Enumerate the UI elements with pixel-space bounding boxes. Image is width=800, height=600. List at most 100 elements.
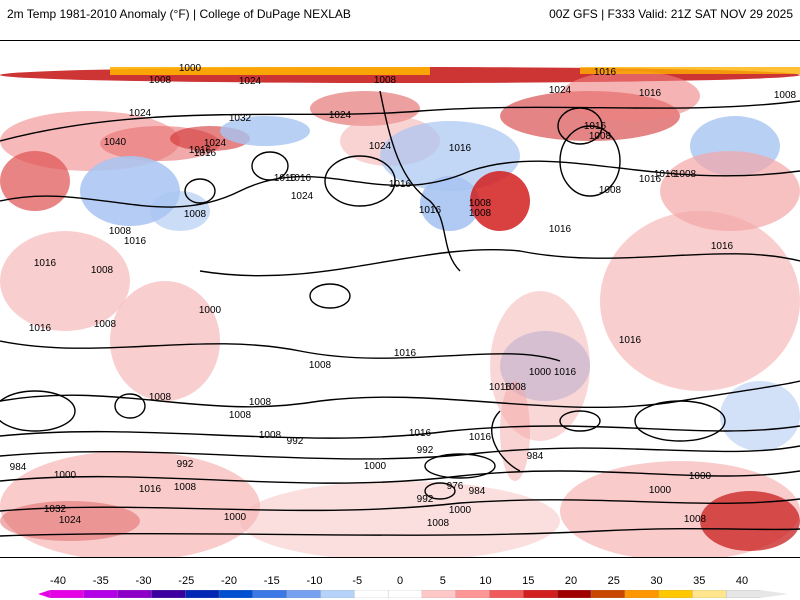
anomaly-region (240, 481, 560, 557)
colorbar-segment (523, 590, 558, 598)
colorbar-tick-label: -15 (263, 575, 280, 587)
isobar-label: 1008 (229, 410, 252, 421)
colorbar-tick-label: 40 (735, 575, 749, 587)
anomaly-region (500, 381, 530, 481)
colorbar-segment (692, 590, 727, 598)
colorbar-segment (421, 590, 457, 598)
isobar-label: 1016 (34, 258, 57, 269)
isobar-label: 1016 (619, 335, 642, 346)
isobar-label: 1016 (584, 121, 607, 132)
isobar-line (0, 528, 800, 537)
isobar-label: 1008 (469, 198, 492, 209)
isobar-line (0, 425, 800, 439)
colorbar-segment (726, 590, 761, 598)
isobar-cell (424, 453, 496, 479)
isobar-label: 1024 (129, 108, 152, 119)
colorbar-cap-high (760, 590, 788, 598)
isobar-label: 1008 (149, 392, 172, 403)
isobar-label: 1024 (549, 85, 572, 96)
colorbar-segment (185, 590, 220, 598)
colorbar-segment (252, 590, 288, 598)
colorbar-tick-label: 15 (522, 575, 535, 587)
isobar-label: 1016 (189, 145, 212, 156)
anomaly-region (720, 381, 800, 451)
isobar-label: 1016 (549, 224, 572, 235)
isobar-label: 1016 (639, 88, 662, 99)
isobar-label: 1024 (291, 191, 314, 202)
isobar-label: 1008 (504, 382, 527, 393)
isobar-label: 1008 (109, 226, 132, 237)
isobar-line (379, 90, 461, 272)
isobar-label: 1032 (229, 113, 252, 124)
isobar-label: 1024 (239, 76, 262, 87)
anomaly-region (0, 231, 130, 331)
weather-map: 1000 1008 1008 1016 1024 1032 1024 1016 1040 1024… (0, 40, 800, 558)
colorbar-tick-label: -35 (92, 575, 109, 587)
anomaly-region (500, 331, 590, 401)
colorbar-segment (387, 590, 423, 598)
isobar-label: 1016 (139, 484, 162, 495)
isobar-label: 1008 (374, 75, 397, 86)
isobar-label: 1000 (364, 461, 387, 472)
isobar-label: 1016 (124, 236, 147, 247)
anomaly-region (220, 116, 310, 146)
isobar-line (0, 340, 561, 362)
colorbar-tick-label: -5 (352, 575, 363, 587)
isobar-cell (634, 400, 726, 442)
anomaly-region (700, 491, 800, 551)
isobar-label: 1016 (194, 148, 217, 159)
isobar-label: 984 (469, 486, 486, 497)
colorbar-segment (354, 590, 389, 598)
isobar-label: 992 (177, 459, 194, 470)
colorbar-cap-low (38, 590, 50, 598)
isobar-label: 1016 (639, 174, 662, 185)
anomaly-region (110, 281, 220, 401)
isobar-label: 1008 (589, 131, 612, 142)
isobar-label: 1008 (427, 518, 450, 529)
colorbar-tick-label: 30 (650, 575, 663, 587)
colorbar-segment (658, 590, 694, 598)
isobar-lines (0, 90, 800, 537)
isobar-label: 1016 (29, 323, 52, 334)
isobar-line (0, 498, 800, 512)
isobar-label: 1008 (309, 360, 332, 371)
anomaly-region (110, 67, 430, 75)
isobar-label: 1024 (59, 515, 82, 526)
isobar-label: 1024 (369, 141, 392, 152)
colorbar-segment (151, 590, 186, 598)
anomaly-region (580, 67, 800, 74)
isobar-label: 1008 (674, 169, 697, 180)
isobar-cell (0, 390, 76, 432)
isobar-label: 1016 (469, 432, 492, 443)
isobar-label: 1024 (204, 138, 227, 149)
isobar-cell (251, 151, 289, 181)
colorbar-segment (489, 590, 524, 598)
isobar-label: 1000 (529, 367, 552, 378)
isobar-label: 1008 (174, 482, 197, 493)
isobar-label: 1008 (774, 90, 797, 101)
isobar-label: 992 (417, 494, 434, 505)
isobar-cell (424, 482, 456, 500)
isobar-label: 1008 (684, 514, 707, 525)
isobar-label: 1008 (91, 265, 114, 276)
anomaly-region (600, 211, 800, 391)
colorbar-tick-label: 25 (607, 575, 620, 587)
anomaly-region (660, 151, 800, 231)
isobar-line (0, 380, 800, 409)
isobar-label: 976 (447, 481, 464, 492)
anomaly-region (560, 71, 700, 121)
isobar-cell (557, 107, 603, 145)
isobar-label: 1000 (54, 470, 77, 481)
isobar-line (0, 100, 800, 142)
isobar-label: 1032 (44, 504, 67, 515)
colorbar-tick-label: -20 (221, 575, 237, 587)
colorbar-segment (590, 590, 626, 598)
isobar-label: 1016 (449, 143, 472, 154)
colorbar-segment (218, 590, 254, 598)
colorbar-tick-label: 20 (564, 575, 578, 587)
isobar-label: 1008 (94, 319, 117, 330)
isobar-label: 1016 (489, 382, 512, 393)
isobar-cell (309, 283, 351, 309)
isobar-cell (184, 178, 216, 204)
isobar-label: 992 (287, 436, 304, 447)
